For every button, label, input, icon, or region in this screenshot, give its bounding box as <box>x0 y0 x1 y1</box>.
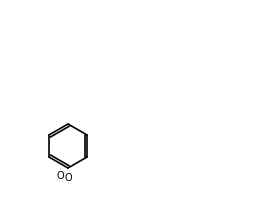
Text: O: O <box>64 173 72 183</box>
Text: O: O <box>56 171 64 181</box>
